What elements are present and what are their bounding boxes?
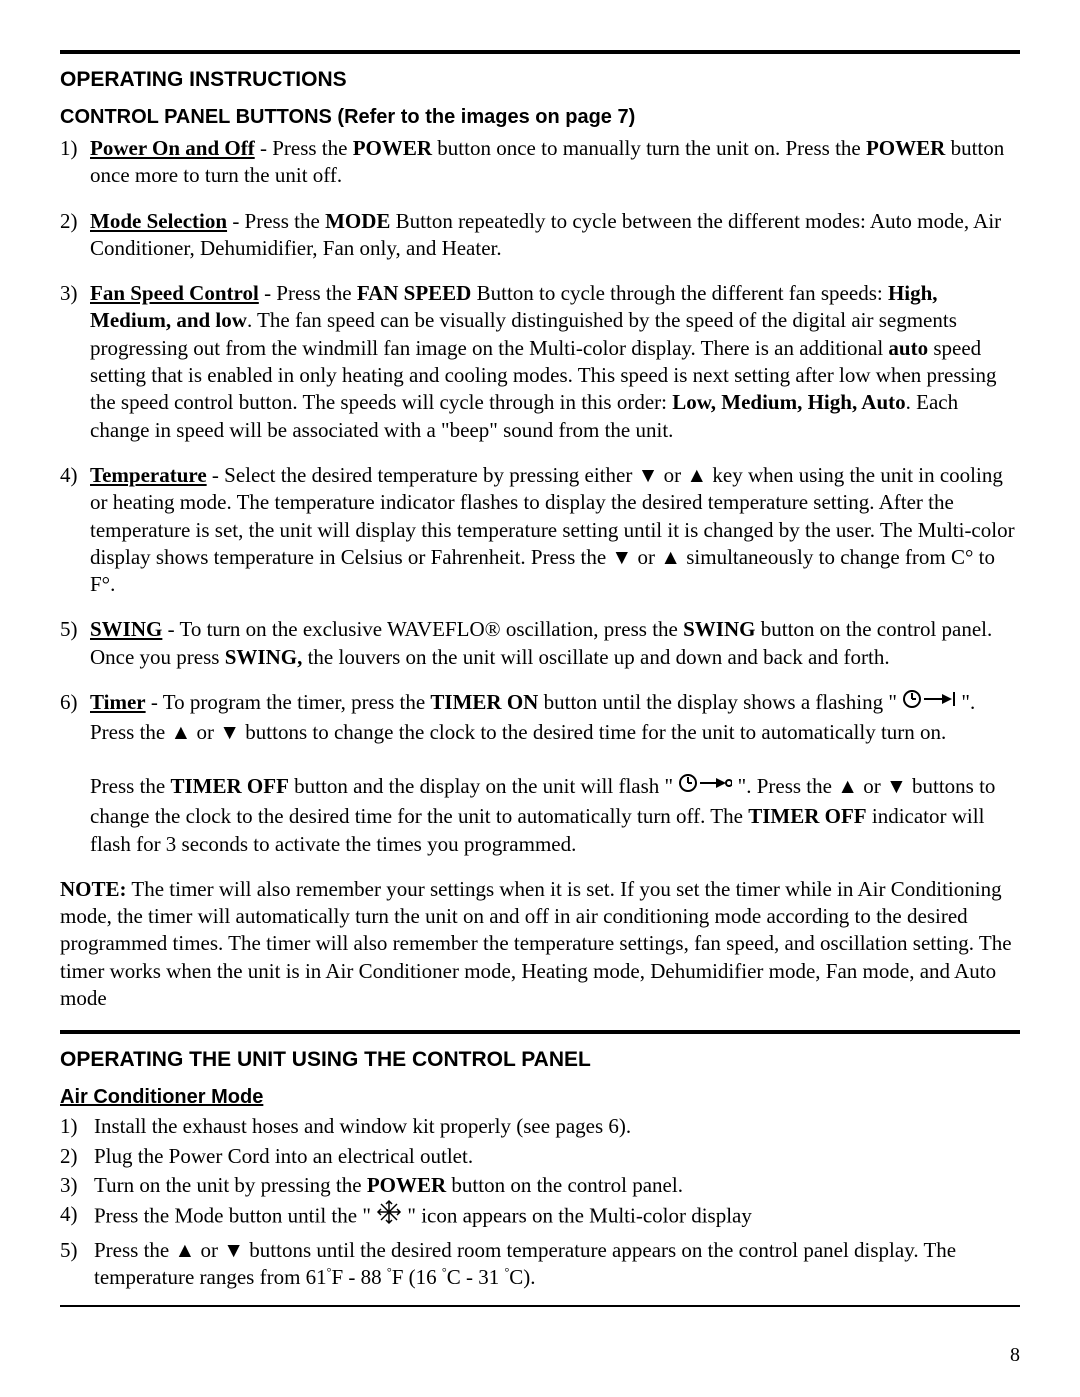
section-heading: OPERATING INSTRUCTIONS	[60, 68, 1020, 92]
snowflake-icon	[376, 1199, 402, 1232]
mode-step-list: 1) Install the exhaust hoses and window …	[60, 1113, 1020, 1291]
section-heading: OPERATING THE UNIT USING THE CONTROL PAN…	[60, 1048, 1020, 1072]
list-item: 4) Press the Mode button until the "	[60, 1201, 1020, 1234]
item-content: Temperature - Select the desired tempera…	[90, 462, 1020, 598]
item-number: 2)	[60, 1143, 94, 1170]
mode-heading: Air Conditioner Mode	[60, 1086, 1020, 1109]
mid-rule	[60, 1030, 1020, 1034]
subsection-heading: CONTROL PANEL BUTTONS (Refer to the imag…	[60, 106, 1020, 129]
bottom-rule	[60, 1305, 1020, 1307]
note-paragraph: NOTE: The timer will also remember your …	[60, 876, 1020, 1012]
item-content: Mode Selection - Press the MODE Button r…	[90, 208, 1020, 263]
item-number: 6)	[60, 689, 90, 858]
timer-on-icon	[902, 688, 956, 717]
list-item: 5) SWING - To turn on the exclusive WAVE…	[60, 616, 1020, 671]
item-number: 4)	[60, 1201, 94, 1234]
list-item: 2) Plug the Power Cord into an electrica…	[60, 1143, 1020, 1170]
page-number: 8	[1010, 1344, 1020, 1367]
document-page: OPERATING INSTRUCTIONS CONTROL PANEL BUT…	[0, 0, 1080, 1397]
instruction-list: 1) Power On and Off - Press the POWER bu…	[60, 135, 1020, 858]
item-content: SWING - To turn on the exclusive WAVEFLO…	[90, 616, 1020, 671]
list-item: 6) Timer - To program the timer, press t…	[60, 689, 1020, 858]
list-item: 5) Press the ▲ or ▼ buttons until the de…	[60, 1237, 1020, 1292]
top-rule	[60, 50, 1020, 54]
list-item: 4) Temperature - Select the desired temp…	[60, 462, 1020, 598]
list-item: 2) Mode Selection - Press the MODE Butto…	[60, 208, 1020, 263]
list-item: 1) Power On and Off - Press the POWER bu…	[60, 135, 1020, 190]
item-content: Press the ▲ or ▼ buttons until the desir…	[94, 1237, 1020, 1292]
item-number: 3)	[60, 1172, 94, 1199]
item-number: 5)	[60, 1237, 94, 1292]
item-number: 1)	[60, 1113, 94, 1140]
item-number: 4)	[60, 462, 90, 598]
item-number: 3)	[60, 280, 90, 444]
item-content: Plug the Power Cord into an electrical o…	[94, 1143, 1020, 1170]
list-item: 3) Turn on the unit by pressing the POWE…	[60, 1172, 1020, 1199]
note-label: NOTE:	[60, 877, 127, 901]
item-content: Press the Mode button until the "	[94, 1201, 1020, 1234]
list-item: 3) Fan Speed Control - Press the FAN SPE…	[60, 280, 1020, 444]
item-number: 5)	[60, 616, 90, 671]
item-content: Install the exhaust hoses and window kit…	[94, 1113, 1020, 1140]
item-content: Fan Speed Control - Press the FAN SPEED …	[90, 280, 1020, 444]
note-text: The timer will also remember your settin…	[60, 877, 1012, 1010]
item-number: 1)	[60, 135, 90, 190]
timer-off-icon	[678, 772, 732, 801]
item-number: 2)	[60, 208, 90, 263]
item-content: Power On and Off - Press the POWER butto…	[90, 135, 1020, 190]
list-item: 1) Install the exhaust hoses and window …	[60, 1113, 1020, 1140]
item-content: Timer - To program the timer, press the …	[90, 689, 1020, 858]
item-content: Turn on the unit by pressing the POWER b…	[94, 1172, 1020, 1199]
